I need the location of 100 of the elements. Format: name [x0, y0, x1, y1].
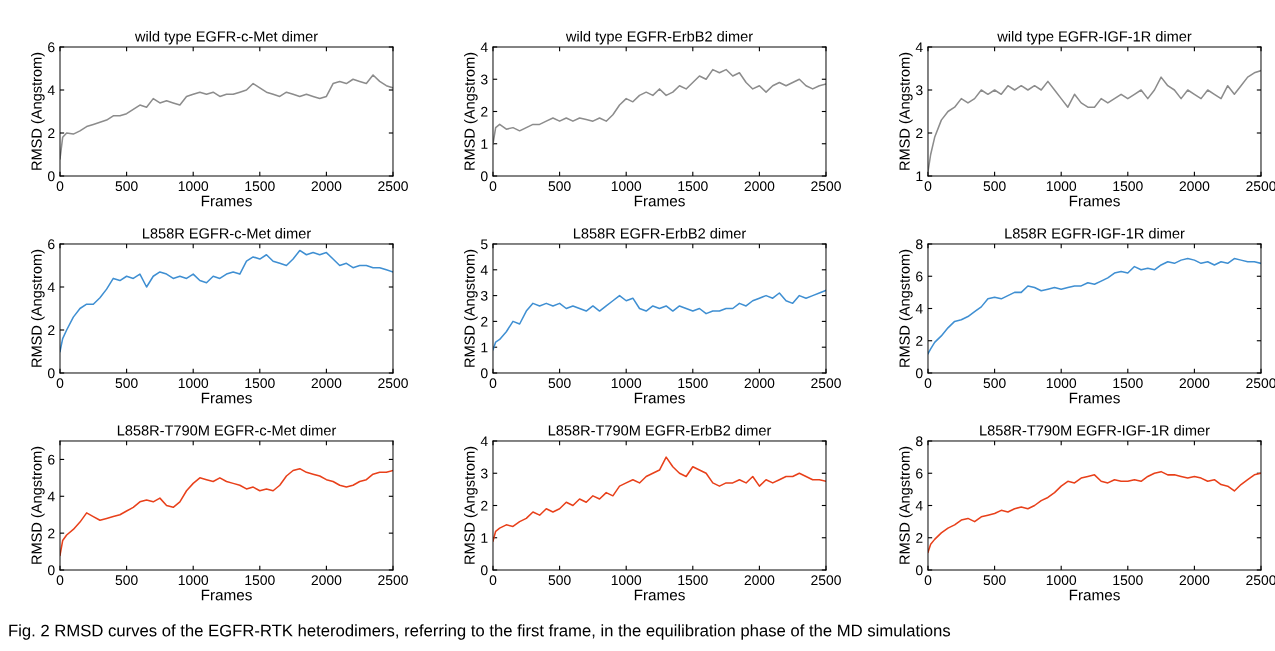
- x-tick-label: 0: [56, 575, 64, 586]
- x-tick-label: 1500: [245, 181, 275, 192]
- y-tick-label: 0: [47, 368, 55, 379]
- y-axis-title: RMSD (Angstrom): [899, 52, 913, 170]
- y-tick-label: 4: [915, 500, 923, 511]
- x-axis-title: Frames: [1069, 392, 1120, 404]
- caption: Fig. 2 RMSD curves of the EGFR-RTK heterodimers, referring to the first frame, in the equilibration phase of the MD simulations: [9, 624, 951, 640]
- y-tick-label: 4: [47, 491, 55, 502]
- x-tick-label: 0: [924, 378, 932, 389]
- y-tick-label: 1: [481, 342, 488, 353]
- y-tick-label: 4: [47, 85, 55, 96]
- x-axis-title: Frames: [634, 195, 685, 207]
- y-tick-label: 2: [481, 500, 488, 511]
- chart-title: L858R EGFR-IGF-1R dimer: [1005, 227, 1185, 239]
- chart-title: L858R-T790M EGFR-c-Met dimer: [117, 424, 337, 436]
- x-tick-label: 0: [56, 378, 64, 389]
- x-tick-label: 2000: [744, 575, 775, 586]
- x-tick-label: 1500: [678, 181, 708, 192]
- y-tick-label: 0: [915, 368, 923, 379]
- y-tick-label: 0: [47, 171, 55, 182]
- x-tick-label: 2000: [744, 181, 775, 192]
- y-tick-label: 3: [480, 74, 488, 85]
- x-tick-label: 1500: [1113, 575, 1143, 586]
- x-tick-label: 2500: [811, 575, 841, 586]
- y-tick-label: 2: [916, 128, 923, 139]
- x-tick-label: 1000: [178, 378, 209, 389]
- x-tick-label: 2500: [378, 181, 408, 192]
- x-axis-title: Frames: [201, 589, 252, 601]
- x-tick-label: 1000: [1046, 575, 1077, 586]
- x-axis-title: Frames: [634, 589, 685, 601]
- y-tick-label: 2: [481, 316, 488, 327]
- x-tick-label: 1500: [245, 378, 275, 389]
- x-tick-label: 0: [924, 181, 932, 192]
- y-tick-label: 0: [480, 565, 488, 576]
- x-tick-label: 2500: [1246, 181, 1275, 192]
- x-tick-label: 1000: [611, 378, 642, 389]
- x-tick-label: 2500: [811, 378, 841, 389]
- y-tick-label: 3: [480, 468, 488, 479]
- y-tick-label: 2: [48, 528, 55, 539]
- y-tick-label: 3: [480, 290, 488, 301]
- y-tick-label: 6: [916, 271, 923, 282]
- y-tick-label: 0: [915, 565, 923, 576]
- y-axis-title: RMSD (Angstrom): [464, 446, 478, 564]
- y-tick-label: 4: [480, 265, 488, 275]
- x-tick-label: 2000: [1179, 378, 1210, 389]
- x-axis-title: Frames: [201, 195, 252, 207]
- x-tick-label: 500: [548, 575, 571, 586]
- x-tick-label: 2500: [378, 378, 408, 389]
- y-tick-label: 8: [916, 436, 923, 447]
- y-tick-label: 2: [916, 336, 923, 346]
- chart-title: wild type EGFR-IGF-1R dimer: [997, 30, 1192, 45]
- chart-title: L858R EGFR-ErbB2 dimer: [573, 227, 746, 239]
- x-axis-title: Frames: [1069, 589, 1120, 601]
- y-tick-label: 6: [48, 42, 55, 53]
- x-tick-label: 500: [548, 378, 571, 389]
- y-tick-label: 6: [48, 454, 55, 465]
- y-tick-label: 4: [480, 42, 488, 53]
- x-tick-label: 500: [115, 378, 138, 389]
- x-tick-label: 2000: [1179, 575, 1210, 586]
- x-tick-label: 1500: [678, 575, 708, 586]
- x-tick-label: 2000: [311, 575, 342, 586]
- x-axis-title: Frames: [201, 392, 252, 404]
- x-tick-label: 0: [924, 575, 932, 586]
- y-axis-title: RMSD (Angstrom): [31, 249, 45, 367]
- x-tick-label: 1500: [1113, 378, 1143, 389]
- y-tick-label: 4: [47, 282, 55, 293]
- y-tick-label: 0: [480, 368, 488, 379]
- x-tick-label: 0: [489, 378, 497, 389]
- y-tick-label: 8: [916, 239, 923, 250]
- y-axis-title: RMSD (Angstrom): [31, 446, 45, 564]
- y-tick-label: 0: [480, 171, 488, 182]
- x-tick-label: 1000: [1046, 378, 1077, 389]
- x-tick-label: 500: [983, 575, 1006, 586]
- y-tick-label: 5: [480, 239, 488, 250]
- y-tick-label: 2: [916, 533, 923, 543]
- y-axis-title: RMSD (Angstrom): [899, 446, 913, 564]
- x-axis-title: Frames: [1069, 195, 1120, 207]
- y-tick-label: 1: [481, 139, 488, 149]
- x-tick-label: 2500: [1246, 378, 1275, 389]
- y-tick-label: 1: [916, 171, 923, 182]
- x-tick-label: 1500: [245, 575, 275, 586]
- x-tick-label: 2000: [311, 181, 342, 192]
- y-axis-title: RMSD (Angstrom): [464, 52, 478, 170]
- x-tick-label: 1000: [178, 181, 209, 192]
- y-tick-label: 3: [915, 85, 923, 96]
- x-tick-label: 0: [56, 181, 64, 192]
- chart-title: wild type EGFR-ErbB2 dimer: [565, 30, 753, 45]
- x-axis-title: Frames: [634, 392, 685, 404]
- x-tick-label: 500: [115, 575, 138, 586]
- x-tick-label: 0: [489, 575, 497, 586]
- x-tick-label: 500: [983, 181, 1006, 192]
- x-tick-label: 2000: [1179, 181, 1210, 192]
- y-axis-title: RMSD (Angstrom): [899, 249, 913, 367]
- y-tick-label: 1: [481, 533, 488, 543]
- y-tick-label: 4: [480, 436, 488, 447]
- y-tick-label: 6: [916, 468, 923, 479]
- x-tick-label: 1000: [611, 181, 642, 192]
- chart-title: wild type EGFR-c-Met dimer: [134, 30, 318, 45]
- x-tick-label: 500: [983, 378, 1006, 389]
- y-tick-label: 4: [915, 303, 923, 314]
